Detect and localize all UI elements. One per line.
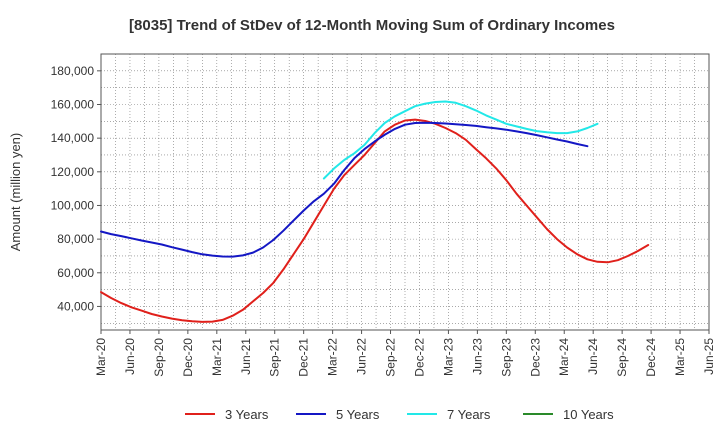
legend-label: 3 Years: [225, 407, 269, 422]
y-tick-label: 80,000: [57, 232, 94, 246]
y-tick-label: 100,000: [51, 198, 95, 212]
x-tick-label: Mar-23: [441, 338, 455, 376]
y-tick-label: 60,000: [57, 266, 94, 280]
legend-label: 5 Years: [336, 407, 380, 422]
x-tick-label: Jun-25: [702, 338, 716, 375]
x-tick-label: Jun-20: [123, 338, 137, 375]
x-tick-label: Dec-22: [412, 338, 426, 377]
series-line-3-years: [100, 118, 650, 323]
series-line-7-years: [322, 100, 599, 180]
series-line-5-years: [100, 121, 589, 258]
x-tick-label: Sep-21: [268, 338, 282, 377]
x-tick-label: Sep-24: [615, 338, 629, 377]
x-tick-label: Jun-23: [470, 338, 484, 375]
x-tick-label: Mar-21: [210, 338, 224, 376]
x-tick-label: Mar-20: [94, 338, 108, 376]
x-tick-label: Jun-22: [355, 338, 369, 375]
x-tick-label: Dec-23: [528, 338, 542, 377]
y-axis-label: Amount (million yen): [8, 133, 23, 252]
grid: [100, 53, 710, 330]
y-tick-label: 140,000: [51, 131, 95, 145]
y-tick-label: 40,000: [57, 299, 94, 313]
x-tick-label: Sep-20: [152, 338, 166, 377]
y-tick-label: 120,000: [51, 165, 95, 179]
x-tick-label: Mar-25: [673, 338, 687, 376]
y-axis-ticks: 40,000 60,000 80,000 100,000 120,000 140,000 1…: [51, 64, 101, 313]
x-tick-label: Sep-22: [384, 338, 398, 377]
x-tick-label: Jun-24: [586, 338, 600, 375]
x-axis-ticks: Mar-20 Jun-20 Sep-20 Dec-20 Mar-21 Jun-21 Sep-…: [94, 330, 716, 377]
series-group: [100, 100, 650, 323]
x-tick-label: Dec-20: [181, 338, 195, 377]
legend-label: 10 Years: [563, 407, 614, 422]
x-tick-label: Jun-21: [239, 338, 253, 375]
x-tick-label: Mar-22: [326, 338, 340, 376]
x-tick-label: Dec-21: [297, 338, 311, 377]
x-tick-label: Dec-24: [644, 338, 658, 377]
legend: 3 Years 5 Years 7 Years 10 Years: [185, 407, 614, 422]
y-tick-label: 160,000: [51, 97, 95, 111]
plot-area-border: [100, 53, 710, 331]
x-tick-label: Mar-24: [557, 338, 571, 376]
chart-title: [8035] Trend of StDev of 12-Month Moving…: [129, 17, 615, 34]
y-tick-label: 180,000: [51, 64, 95, 78]
legend-label: 7 Years: [447, 407, 491, 422]
x-tick-label: Sep-23: [499, 338, 513, 377]
